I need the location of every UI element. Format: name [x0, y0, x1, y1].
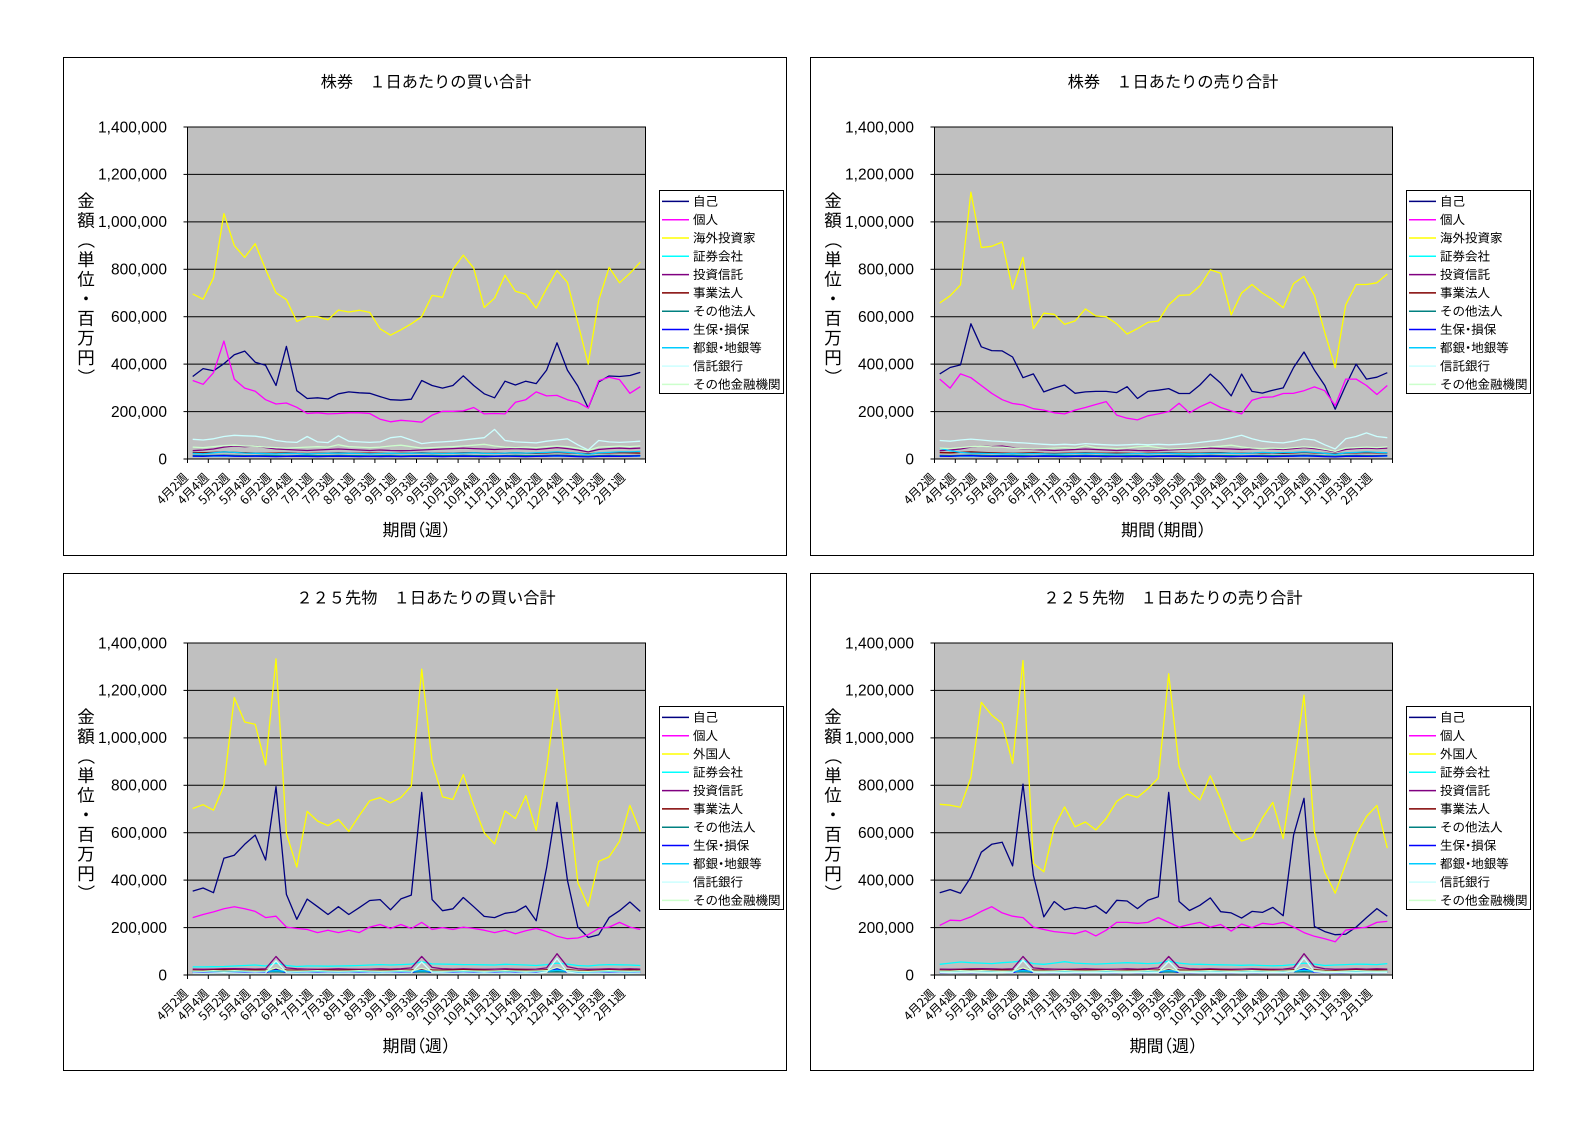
svg-text:800,000: 800,000 — [858, 262, 914, 279]
svg-text:800,000: 800,000 — [858, 778, 914, 795]
svg-text:600,000: 600,000 — [111, 825, 167, 842]
svg-text:1,200,000: 1,200,000 — [98, 167, 167, 184]
svg-text:600,000: 600,000 — [858, 309, 914, 326]
svg-text:1,000,000: 1,000,000 — [845, 214, 914, 231]
svg-text:0: 0 — [905, 451, 914, 468]
svg-text:200,000: 200,000 — [111, 404, 167, 421]
svg-text:200,000: 200,000 — [858, 920, 914, 937]
svg-text:400,000: 400,000 — [111, 872, 167, 889]
svg-text:1,400,000: 1,400,000 — [845, 635, 914, 652]
svg-text:200,000: 200,000 — [858, 404, 914, 421]
svg-text:200,000: 200,000 — [111, 920, 167, 937]
svg-text:800,000: 800,000 — [111, 778, 167, 795]
svg-text:1,200,000: 1,200,000 — [845, 683, 914, 700]
svg-text:400,000: 400,000 — [858, 356, 914, 373]
svg-text:1,000,000: 1,000,000 — [98, 214, 167, 231]
svg-text:400,000: 400,000 — [858, 872, 914, 889]
svg-text:1,400,000: 1,400,000 — [98, 119, 167, 136]
svg-text:1,200,000: 1,200,000 — [845, 167, 914, 184]
svg-text:0: 0 — [158, 451, 167, 468]
svg-text:0: 0 — [905, 967, 914, 984]
svg-text:0: 0 — [158, 967, 167, 984]
svg-text:600,000: 600,000 — [858, 825, 914, 842]
svg-text:600,000: 600,000 — [111, 309, 167, 326]
svg-text:1,400,000: 1,400,000 — [845, 119, 914, 136]
svg-text:1,000,000: 1,000,000 — [98, 730, 167, 747]
svg-text:800,000: 800,000 — [111, 262, 167, 279]
svg-text:1,200,000: 1,200,000 — [98, 683, 167, 700]
svg-text:1,400,000: 1,400,000 — [98, 635, 167, 652]
svg-text:400,000: 400,000 — [111, 356, 167, 373]
svg-text:1,000,000: 1,000,000 — [845, 730, 914, 747]
